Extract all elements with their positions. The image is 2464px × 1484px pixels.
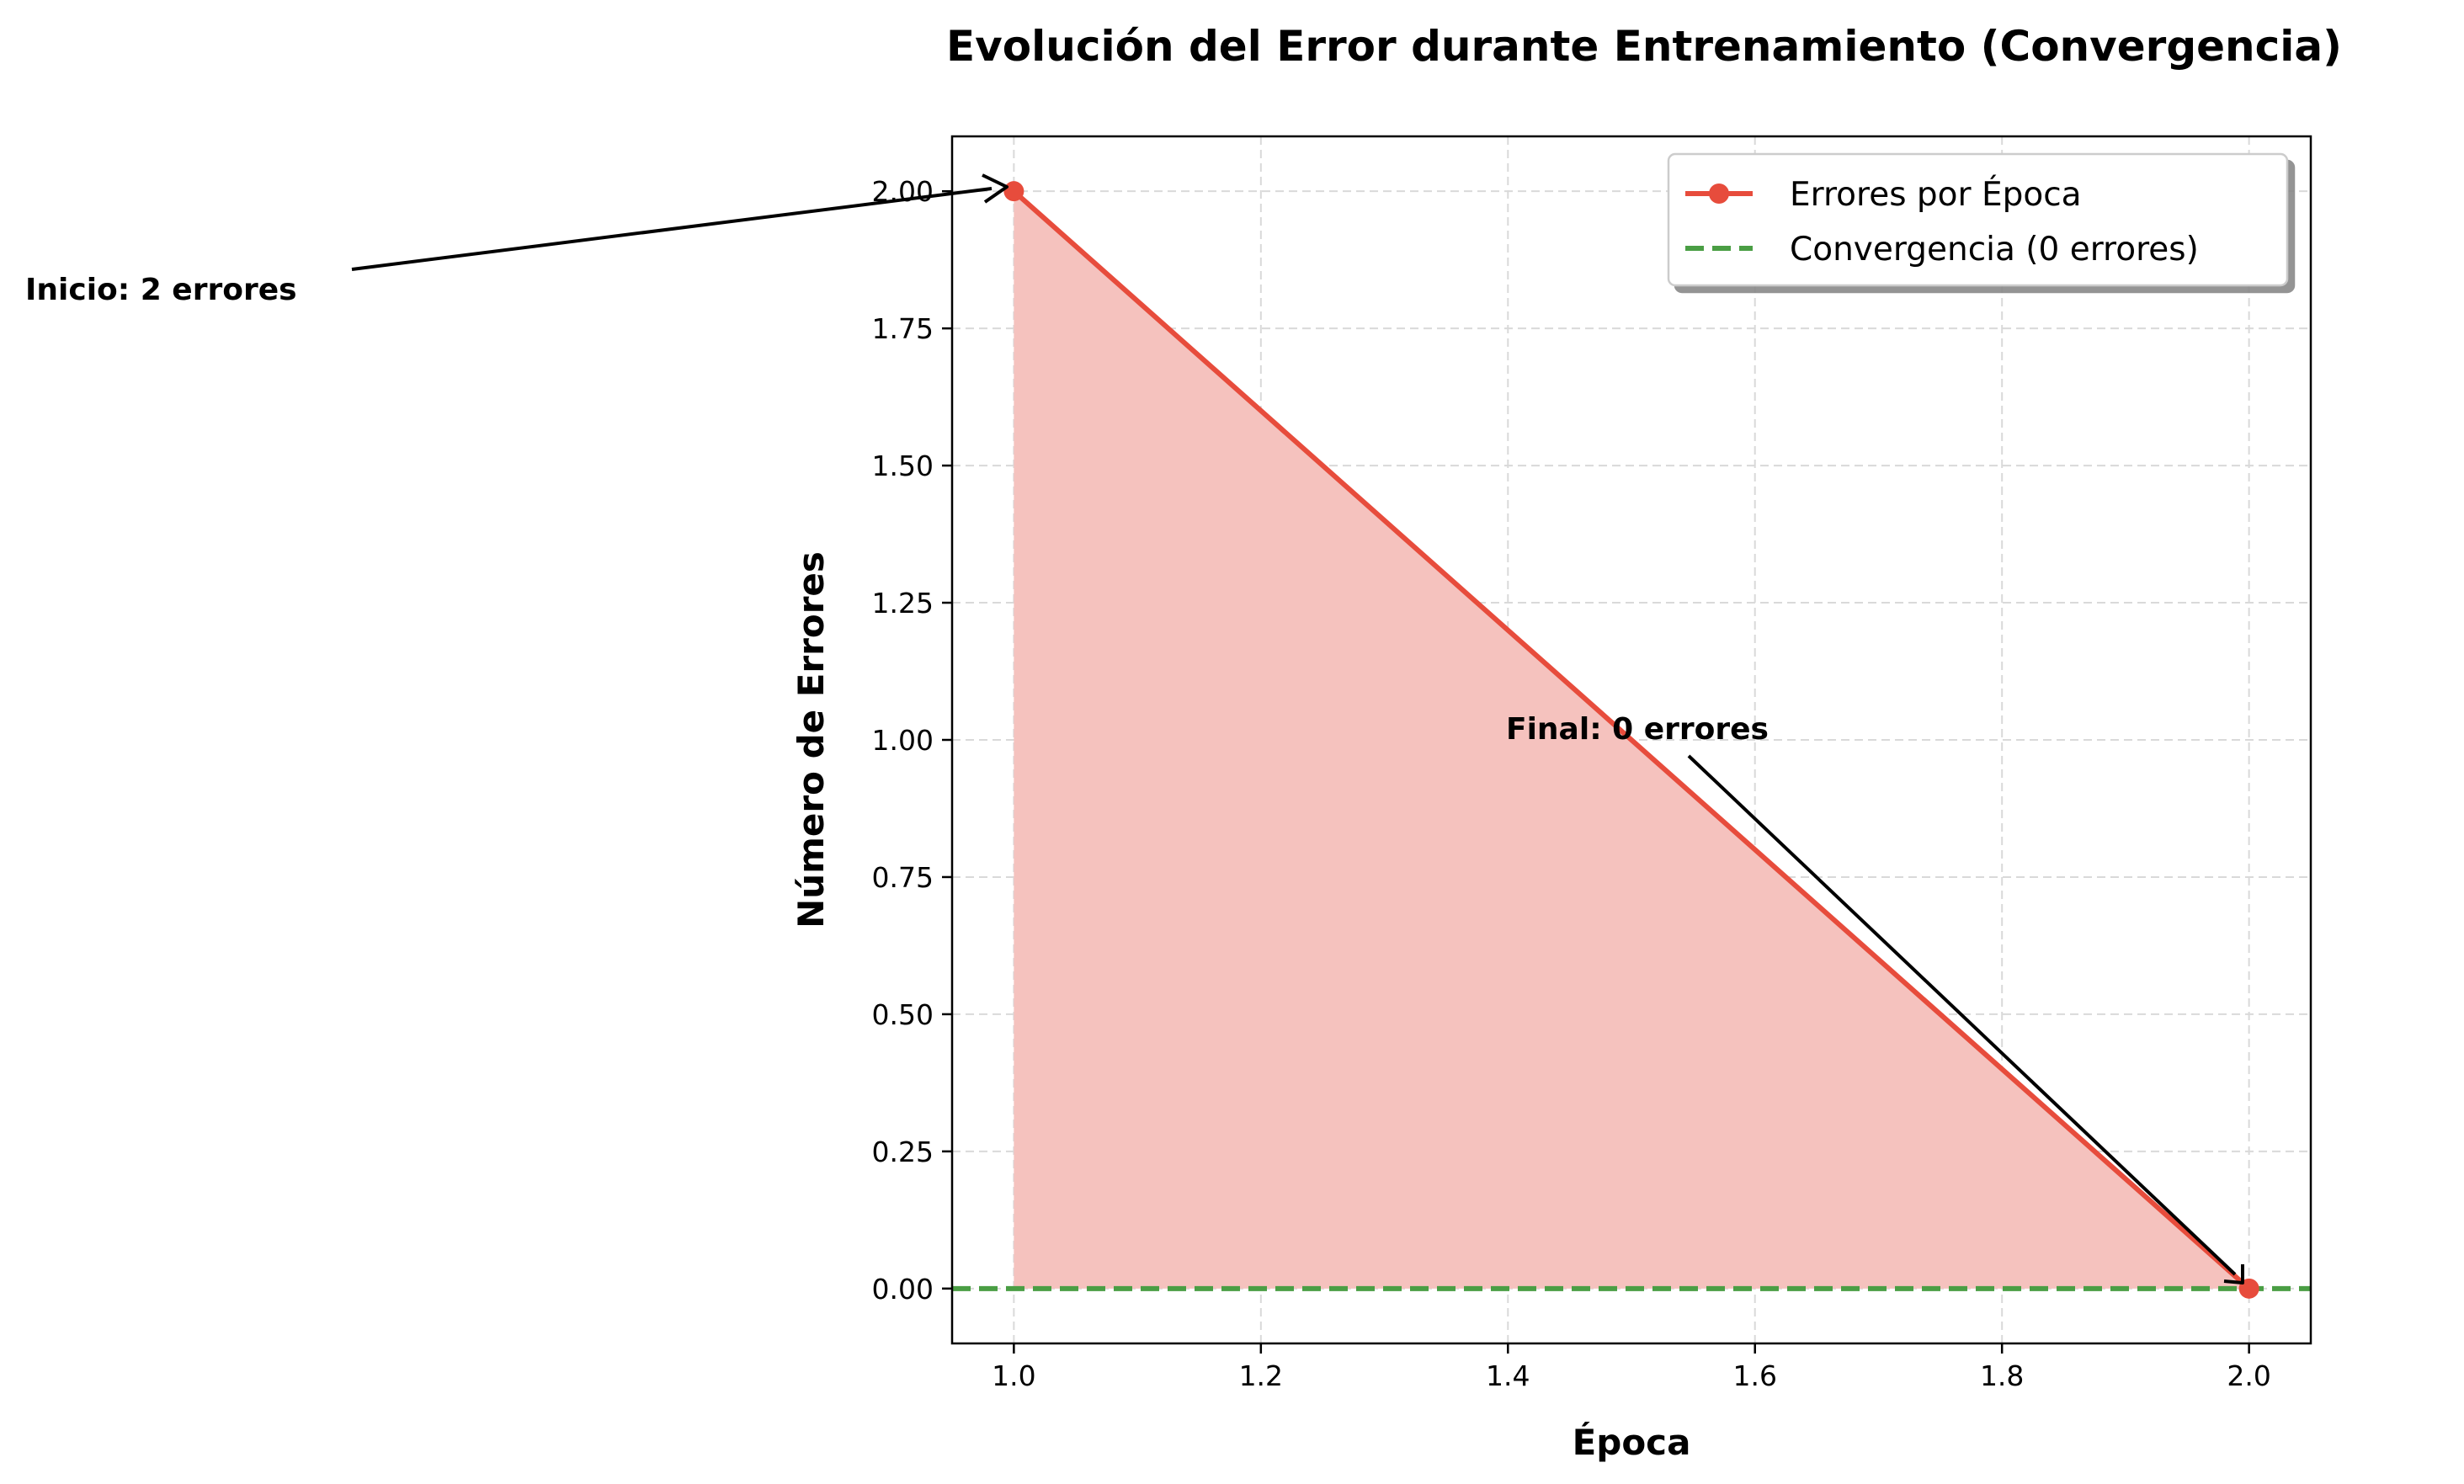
annotation-start-arrowhead [982,173,1008,204]
x-ticks: 1.0 1.2 1.4 1.6 1.8 2.0 [992,1343,2271,1392]
x-tick-label: 1.2 [1239,1359,1283,1392]
legend-box [1667,152,2289,287]
x-tick-label: 2.0 [2227,1359,2270,1392]
y-tick-label: 0.50 [872,998,934,1031]
annotation-final: Final: 0 errores [1506,712,2244,1285]
y-ticks: 0.000.250.500.751.001.251.501.752.00 [872,175,952,1306]
x-tick-label: 1.8 [1980,1359,2024,1392]
y-axis-label: Número de Errores [790,551,832,928]
x-tick-label: 1.6 [1732,1359,1776,1392]
annotation-final-arrowhead [2223,1264,2244,1285]
y-tick-label: 1.75 [872,312,934,345]
x-tick-label: 1.4 [1486,1359,1530,1392]
y-tick-label: 0.25 [872,1136,934,1168]
y-tick-label: 1.25 [872,587,934,620]
y-tick-label: 1.00 [872,724,934,757]
annotation-start-arrow [351,187,993,271]
y-tick-label: 0.75 [872,861,934,894]
legend-label-errors: Errores por Época [1790,174,2082,214]
annotation-start-label: Inicio: 2 errores [25,273,297,307]
legend-label-convergence: Convergencia (0 errores) [1790,231,2199,269]
annotation-final-label: Final: 0 errores [1506,712,1769,747]
chart-title: Evolución del Error durante Entrenamient… [946,22,2342,71]
series-line-errors [1012,189,2251,1291]
x-axis-label: Época [1573,1421,1691,1463]
series [1003,181,2259,1299]
y-tick-label: 0.00 [872,1273,934,1306]
data-point [1003,181,1024,202]
x-tick-label: 1.0 [992,1359,1035,1392]
annotation-final-arrow [1687,754,2237,1276]
y-tick-label: 1.50 [872,449,934,482]
legend-marker-errors [1709,184,1729,204]
annotation-start: Inicio: 2 errores [25,173,1008,307]
legend: Errores por Época Convergencia (0 errore… [1667,152,2289,287]
